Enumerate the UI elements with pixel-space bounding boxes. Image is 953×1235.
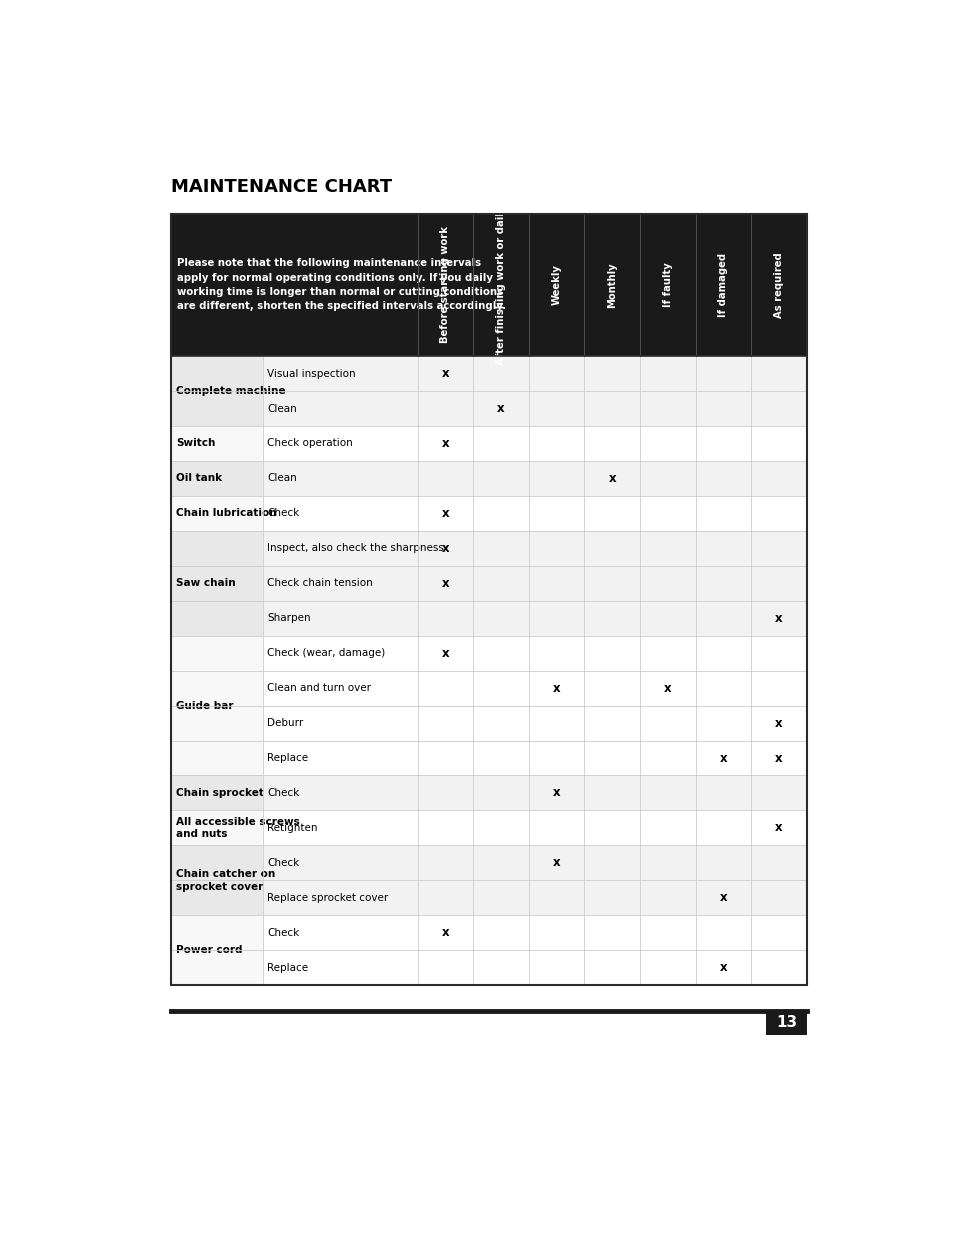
Bar [171,461,806,496]
Text: Check: Check [267,927,299,937]
Text: Chain lubrication: Chain lubrication [175,509,276,519]
Text: If damaged: If damaged [718,253,727,317]
Text: x: x [497,403,504,415]
Text: x: x [441,542,449,555]
Bar [171,846,806,881]
Text: MAINTENANCE CHART: MAINTENANCE CHART [171,178,392,195]
Text: x: x [663,682,671,694]
Text: x: x [774,821,781,835]
Bar [171,566,262,600]
Bar [171,636,262,671]
Text: As required: As required [773,252,783,317]
Text: Visual inspection: Visual inspection [267,368,355,379]
Bar [171,881,806,915]
Text: Saw chain: Saw chain [175,578,235,588]
Bar [171,915,806,950]
Text: x: x [552,682,559,694]
Text: x: x [552,787,559,799]
Bar [171,881,262,915]
Bar [171,356,262,391]
Bar [171,426,806,461]
Bar [171,671,262,705]
Text: Clean: Clean [267,404,296,414]
Bar [171,391,262,426]
Bar [765,1010,806,1035]
Bar [171,214,806,986]
Bar [171,776,806,810]
Text: Chain catcher on
sprocket cover: Chain catcher on sprocket cover [175,869,274,892]
Bar [171,915,262,950]
Bar [171,600,262,636]
Text: All accessible screws
and nuts: All accessible screws and nuts [175,816,299,839]
Text: x: x [608,472,616,485]
Text: x: x [774,611,781,625]
Text: Switch: Switch [175,438,215,448]
Bar [171,496,262,531]
Text: Replace: Replace [267,753,308,763]
Bar [171,214,806,356]
Bar [171,950,806,986]
Bar [171,391,806,426]
Text: x: x [719,752,726,764]
Text: Before starting work: Before starting work [440,226,450,343]
Text: Check: Check [267,788,299,798]
Bar [171,950,262,986]
Bar [171,461,262,496]
Text: Inspect, also check the sharpness: Inspect, also check the sharpness [267,543,444,553]
Text: x: x [774,716,781,730]
Text: If faulty: If faulty [662,263,672,308]
Text: Power cord: Power cord [175,945,242,955]
Text: Sharpen: Sharpen [267,614,311,624]
Bar [171,356,806,391]
Bar [171,741,806,776]
Text: After finishing work or daily: After finishing work or daily [496,205,505,364]
Text: Clean and turn over: Clean and turn over [267,683,371,693]
Text: Weekly: Weekly [551,264,561,305]
Bar [171,600,806,636]
Bar [171,776,262,810]
Bar [171,705,806,741]
Text: Check operation: Check operation [267,438,353,448]
Text: x: x [441,437,449,450]
Text: Monthly: Monthly [606,262,617,308]
Text: Please note that the following maintenance intervals
apply for normal operating : Please note that the following maintenan… [177,258,506,311]
Text: Check chain tension: Check chain tension [267,578,373,588]
Text: x: x [719,892,726,904]
Text: x: x [441,367,449,380]
Text: x: x [441,506,449,520]
Bar [171,671,806,705]
Text: Retighten: Retighten [267,823,317,832]
Text: x: x [441,577,449,590]
Bar [171,636,806,671]
Text: Complete machine: Complete machine [175,387,285,396]
Text: x: x [719,961,726,974]
Text: 13: 13 [775,1015,797,1030]
Text: x: x [441,647,449,659]
Text: Guide bar: Guide bar [175,700,233,710]
Bar [171,810,806,846]
Text: Check: Check [267,858,299,868]
Text: Oil tank: Oil tank [175,473,222,483]
Bar [171,810,262,846]
Text: Replace sprocket cover: Replace sprocket cover [267,893,388,903]
Text: Deburr: Deburr [267,718,303,729]
Bar [171,566,806,600]
Text: Replace: Replace [267,963,308,973]
Bar [171,496,806,531]
Text: Clean: Clean [267,473,296,483]
Text: Check (wear, damage): Check (wear, damage) [267,648,385,658]
Text: Chain sprocket: Chain sprocket [175,788,263,798]
Bar [171,705,262,741]
Text: x: x [552,856,559,869]
Bar [171,846,262,881]
Bar [171,741,262,776]
Text: Check: Check [267,509,299,519]
Bar [171,531,806,566]
Text: x: x [774,752,781,764]
Bar [171,426,262,461]
Text: x: x [441,926,449,940]
Bar [171,531,262,566]
